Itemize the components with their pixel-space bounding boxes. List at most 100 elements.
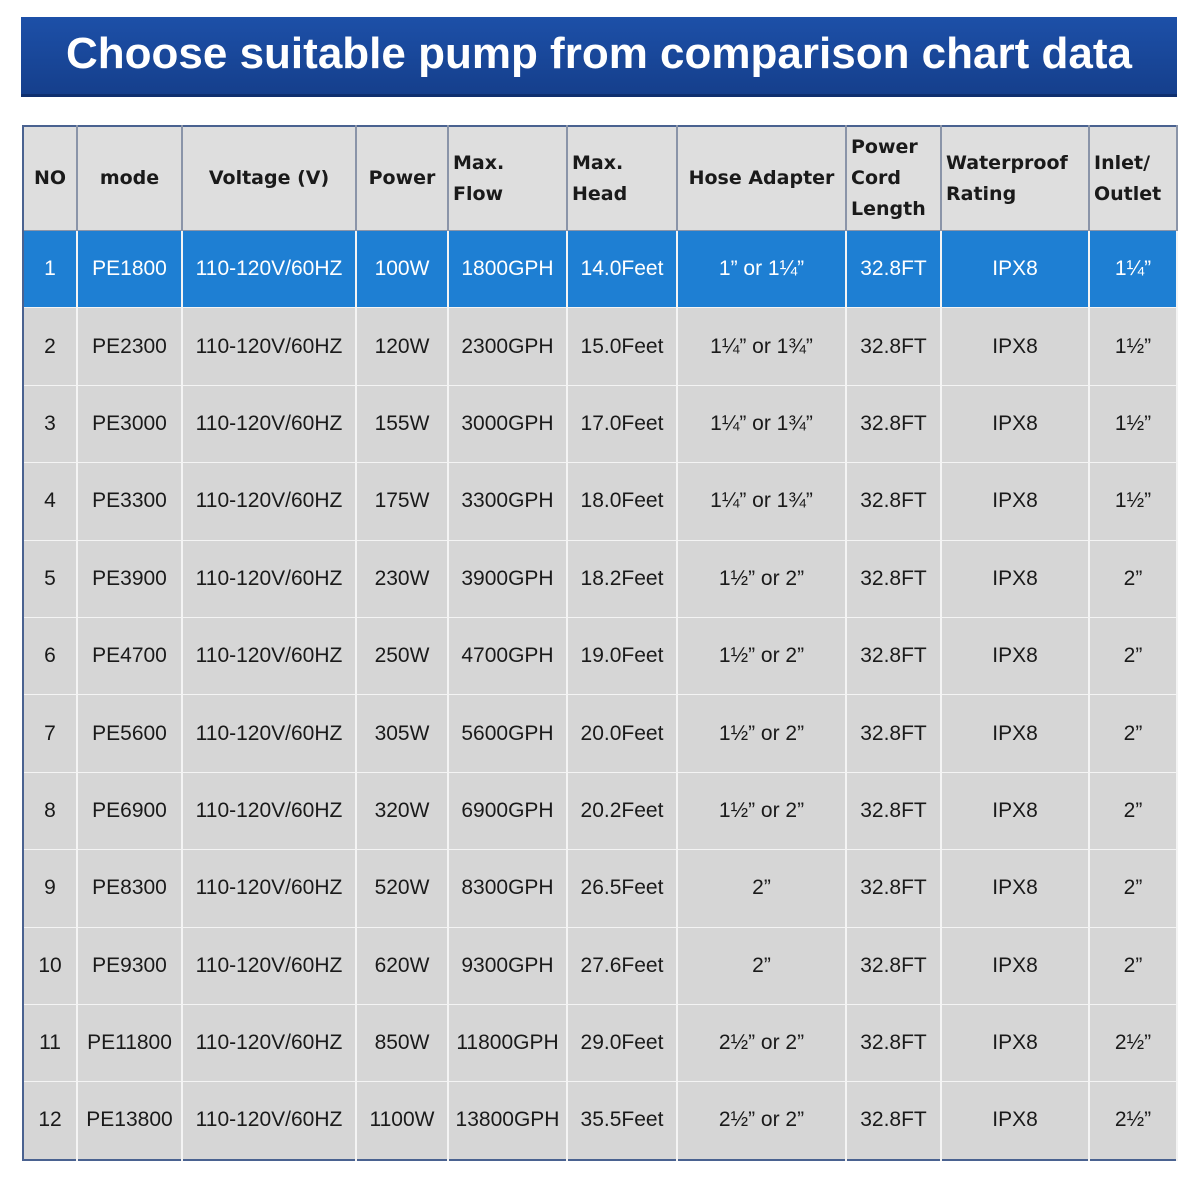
column-header: Max. Head <box>566 125 678 231</box>
table-cell: 2” <box>1088 849 1178 928</box>
table-cell: 32.8FT <box>845 1081 942 1161</box>
table-cell: 155W <box>355 384 449 464</box>
table-cell: 850W <box>355 1003 449 1083</box>
table-cell: PE8300 <box>76 849 183 928</box>
table-cell: 1800GPH <box>447 229 568 309</box>
table-cell: 2½” <box>1088 1003 1178 1083</box>
table-cell: 7 <box>22 694 78 773</box>
table-cell: 35.5Feet <box>566 1081 678 1161</box>
table-cell: 110-120V/60HZ <box>181 926 357 1005</box>
table-cell: IPX8 <box>940 1003 1090 1083</box>
table-cell: 2” <box>1088 616 1178 696</box>
table-cell: 18.2Feet <box>566 539 678 618</box>
table-cell: 100W <box>355 229 449 309</box>
table-cell: PE3000 <box>76 384 183 464</box>
table-cell: 2½” or 2” <box>676 1003 847 1083</box>
table-cell: 1½” <box>1088 307 1178 386</box>
table-cell: 27.6Feet <box>566 926 678 1005</box>
column-header: NO <box>22 125 78 231</box>
table-cell: PE1800 <box>76 229 183 309</box>
table-cell: 32.8FT <box>845 539 942 618</box>
table-cell: 1½” or 2” <box>676 616 847 696</box>
table-cell: 110-120V/60HZ <box>181 307 357 386</box>
column-header: Waterproof Rating <box>940 125 1090 231</box>
table-cell: IPX8 <box>940 694 1090 773</box>
table-cell: 2” <box>1088 771 1178 851</box>
table-cell: 1½” or 2” <box>676 539 847 618</box>
table-cell: 1” or 1¼” <box>676 229 847 309</box>
table-cell: 9 <box>22 849 78 928</box>
table-cell: 13800GPH <box>447 1081 568 1161</box>
table-body: 1 PE1800 110-120V/60HZ 100W 1800GPH 14.0Feet 1… <box>22 229 1178 1161</box>
table-cell: 6 <box>22 616 78 696</box>
column-header: Inlet/ Outlet <box>1088 125 1178 231</box>
table-cell: PE11800 <box>76 1003 183 1083</box>
table-cell: 1100W <box>355 1081 449 1161</box>
table-cell: 5600GPH <box>447 694 568 773</box>
table-cell: 110-120V/60HZ <box>181 384 357 464</box>
table-cell: 10 <box>22 926 78 1005</box>
table-cell: 1 <box>22 229 78 309</box>
table-cell: 2½” <box>1088 1081 1178 1161</box>
table-cell: 250W <box>355 616 449 696</box>
column-header: Power Cord Length <box>845 125 942 231</box>
table-cell: 32.8FT <box>845 307 942 386</box>
table-row: 2 PE2300 110-120V/60HZ 120W 2300GPH 15.0Feet 1… <box>22 307 1178 386</box>
table-cell: IPX8 <box>940 539 1090 618</box>
table-cell: 1½” or 2” <box>676 694 847 773</box>
column-header: Hose Adapter <box>676 125 847 231</box>
title-banner: Choose suitable pump from comparison cha… <box>21 17 1177 97</box>
table-cell: 110-120V/60HZ <box>181 229 357 309</box>
table-cell: IPX8 <box>940 926 1090 1005</box>
table-cell: 305W <box>355 694 449 773</box>
table-cell: 11800GPH <box>447 1003 568 1083</box>
table-cell: 8300GPH <box>447 849 568 928</box>
table-cell: 32.8FT <box>845 771 942 851</box>
table-cell: 1½” or 2” <box>676 771 847 851</box>
table-row: 11 PE11800 110-120V/60HZ 850W 11800GPH 29.0Fe… <box>22 1003 1178 1083</box>
table-cell: 2” <box>676 849 847 928</box>
table-cell: IPX8 <box>940 1081 1090 1161</box>
table-cell: IPX8 <box>940 849 1090 928</box>
table-cell: IPX8 <box>940 307 1090 386</box>
table-cell: IPX8 <box>940 384 1090 464</box>
table-cell: PE9300 <box>76 926 183 1005</box>
table-row: 10 PE9300 110-120V/60HZ 620W 9300GPH 27.6Feet… <box>22 926 1178 1005</box>
table-cell: 1½” <box>1088 462 1178 541</box>
table-cell: 1¼” or 1¾” <box>676 384 847 464</box>
table-row: 3 PE3000 110-120V/60HZ 155W 3000GPH 17.0Feet 1… <box>22 384 1178 464</box>
table-cell: IPX8 <box>940 616 1090 696</box>
table-row: 4 PE3300 110-120V/60HZ 175W 3300GPH 18.0Feet 1… <box>22 462 1178 541</box>
table-cell: PE2300 <box>76 307 183 386</box>
table-cell: 1¼” or 1¾” <box>676 462 847 541</box>
table-cell: 110-120V/60HZ <box>181 1081 357 1161</box>
table-cell: 110-120V/60HZ <box>181 1003 357 1083</box>
table-cell: 3000GPH <box>447 384 568 464</box>
table-cell: IPX8 <box>940 229 1090 309</box>
table-cell: 14.0Feet <box>566 229 678 309</box>
table-cell: 2” <box>1088 926 1178 1005</box>
table-cell: 32.8FT <box>845 462 942 541</box>
table-cell: 320W <box>355 771 449 851</box>
table-cell: 6900GPH <box>447 771 568 851</box>
table-row: 9 PE8300 110-120V/60HZ 520W 8300GPH 26.5Feet 2… <box>22 849 1178 928</box>
table-cell: 9300GPH <box>447 926 568 1005</box>
table-cell: 3 <box>22 384 78 464</box>
table-cell: 110-120V/60HZ <box>181 771 357 851</box>
column-header: Voltage (V) <box>181 125 357 231</box>
table-cell: PE6900 <box>76 771 183 851</box>
table-cell: 32.8FT <box>845 229 942 309</box>
table-cell: 32.8FT <box>845 849 942 928</box>
table-cell: 230W <box>355 539 449 618</box>
table-cell: 2300GPH <box>447 307 568 386</box>
header-row: NO mode Voltage (V) Power Max. Flow Max. Head… <box>22 125 1178 231</box>
table-cell: 520W <box>355 849 449 928</box>
comparison-table: NO mode Voltage (V) Power Max. Flow Max. Head… <box>22 125 1178 1161</box>
table-row: 5 PE3900 110-120V/60HZ 230W 3900GPH 18.2Feet 1… <box>22 539 1178 618</box>
table-cell: 5 <box>22 539 78 618</box>
table-cell: 15.0Feet <box>566 307 678 386</box>
table-cell: PE3300 <box>76 462 183 541</box>
table-cell: PE4700 <box>76 616 183 696</box>
table-cell: 120W <box>355 307 449 386</box>
